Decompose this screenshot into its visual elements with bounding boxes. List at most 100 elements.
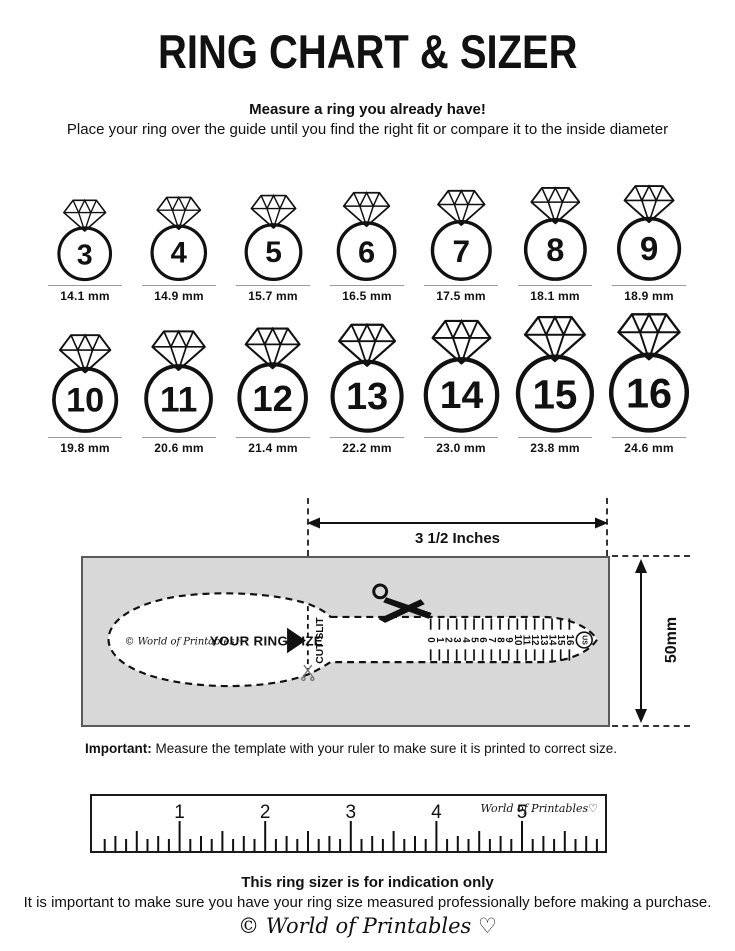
- svg-text:1: 1: [174, 802, 185, 823]
- dimension-dash-right: [606, 498, 608, 556]
- svg-text:8: 8: [495, 637, 506, 643]
- diamond-ring-icon: 11: [144, 329, 214, 433]
- svg-text:16: 16: [564, 635, 575, 646]
- ring-size-number: 8: [546, 232, 564, 268]
- sizer-brand: © World of Printables ♡: [125, 636, 247, 647]
- ring-chart-row-1: 3 14.1 mm 4 14.9 mm 5: [38, 178, 697, 303]
- height-dimension-label: 50mm: [663, 616, 680, 664]
- important-note: Important: Measure the template with you…: [85, 741, 617, 756]
- ring-size-number: 10: [66, 382, 104, 420]
- ring-size-number: 13: [346, 376, 388, 418]
- ring-diameter-label: 14.9 mm: [154, 289, 204, 303]
- diamond-ring-icon: 3: [57, 198, 113, 282]
- diameter-underline: [424, 437, 498, 438]
- width-arrow: [307, 517, 608, 529]
- ring-size-item: 10 19.8 mm: [38, 306, 132, 455]
- ring-size-item: 5 15.7 mm: [226, 178, 320, 303]
- diameter-underline: [518, 285, 592, 286]
- us-unit-circle: [575, 631, 593, 649]
- ruler-scale: 1 2 3 4 5: [103, 802, 598, 851]
- ring-diameter-label: 18.1 mm: [530, 289, 580, 303]
- ring-size-item: 4 14.9 mm: [132, 178, 226, 303]
- diamond-ring-icon: 12: [237, 326, 309, 433]
- footer-text: It is important to make sure you have yo…: [23, 894, 712, 911]
- svg-text:5: 5: [469, 637, 480, 643]
- diamond-ring-icon: 16: [608, 312, 690, 433]
- svg-text:6: 6: [477, 637, 488, 643]
- svg-text:4: 4: [460, 637, 471, 643]
- ring-diameter-label: 23.8 mm: [530, 441, 580, 455]
- svg-text:15: 15: [555, 635, 566, 646]
- svg-text:0: 0: [425, 637, 436, 643]
- ring-diameter-label: 20.6 mm: [154, 441, 204, 455]
- ring-size-item: 8 18.1 mm: [508, 178, 602, 303]
- diameter-underline: [236, 437, 310, 438]
- ring-size-number: 12: [253, 378, 294, 419]
- diameter-underline: [236, 285, 310, 286]
- ring-diameter-label: 24.6 mm: [624, 441, 674, 455]
- ring-size-item: 3 14.1 mm: [38, 178, 132, 303]
- ring-size-number: 5: [265, 236, 282, 269]
- ring-diameter-label: 18.9 mm: [624, 289, 674, 303]
- dimension-dash-left: [307, 498, 309, 556]
- diamond-ring-icon: 13: [330, 322, 404, 433]
- height-dash-top: [612, 555, 690, 557]
- ring-size-item: 9 18.9 mm: [602, 178, 696, 303]
- ruler-brand: World of Printables♡: [480, 802, 598, 815]
- diameter-underline: [48, 437, 122, 438]
- ring-size-item: 16 24.6 mm: [602, 306, 696, 455]
- diamond-ring-icon: 7: [430, 189, 492, 281]
- ring-size-item: 12 21.4 mm: [226, 306, 320, 455]
- diamond-ring-icon: 4: [150, 195, 208, 282]
- diamond-ring-icon: 6: [337, 191, 397, 281]
- sizer-graphic: © World of Printables ♡ YOUR RING SIZE C…: [107, 583, 599, 688]
- page-title: RING CHART & SIZER: [157, 25, 578, 78]
- footer-headline: This ring sizer is for indication only: [241, 874, 494, 891]
- svg-text:9: 9: [503, 637, 514, 643]
- ring-size-item: 15 23.8 mm: [508, 306, 602, 455]
- diameter-underline: [424, 285, 498, 286]
- ring-diameter-label: 21.4 mm: [248, 441, 298, 455]
- svg-text:13: 13: [538, 635, 549, 646]
- ring-size-number: 16: [626, 371, 672, 417]
- ring-size-item: 6 16.5 mm: [320, 178, 414, 303]
- diameter-underline: [330, 285, 404, 286]
- width-dimension-label: 3 1/2 Inches: [414, 530, 501, 547]
- svg-text:3: 3: [451, 637, 462, 643]
- svg-text:2: 2: [443, 637, 454, 643]
- sizer-cutout-shape: [107, 592, 599, 688]
- ring-size-item: 7 17.5 mm: [414, 178, 508, 303]
- diamond-ring-icon: 15: [515, 314, 595, 433]
- svg-text:14: 14: [547, 635, 558, 646]
- ring-diameter-label: 19.8 mm: [60, 441, 110, 455]
- scissors-icon: [372, 583, 432, 623]
- diameter-underline: [330, 437, 404, 438]
- diamond-ring-icon: 5: [244, 193, 302, 282]
- ring-size-number: 9: [640, 231, 658, 268]
- diameter-underline: [612, 285, 686, 286]
- footer-brand: © World of Printables ♡: [238, 914, 497, 938]
- subtitle-bold: Measure a ring you already have!: [249, 101, 486, 118]
- important-label: Important:: [85, 741, 152, 756]
- diameter-underline: [612, 437, 686, 438]
- ring-size-number: 4: [171, 237, 188, 269]
- ring-diameter-label: 17.5 mm: [436, 289, 486, 303]
- us-unit-label: US: [581, 635, 588, 645]
- diameter-underline: [48, 285, 122, 286]
- ring-size-number: 6: [358, 234, 375, 269]
- ring-diameter-label: 23.0 mm: [436, 441, 486, 455]
- ring-size-item: 13 22.2 mm: [320, 306, 414, 455]
- subtitle-text: Place your ring over the guide until you…: [66, 121, 669, 138]
- cut-slit-label: CUT SLIT: [315, 617, 326, 664]
- diamond-ring-icon: 10: [51, 333, 119, 433]
- ring-diameter-label: 16.5 mm: [342, 289, 392, 303]
- svg-text:3: 3: [346, 802, 357, 823]
- ring-size-number: 7: [452, 233, 470, 269]
- small-scissors-icon: [301, 664, 315, 682]
- svg-text:1: 1: [434, 637, 445, 643]
- important-text: Measure the template with your ruler to …: [155, 741, 617, 756]
- your-ring-size-label: YOUR RING SIZE: [210, 633, 323, 648]
- diameter-underline: [142, 437, 216, 438]
